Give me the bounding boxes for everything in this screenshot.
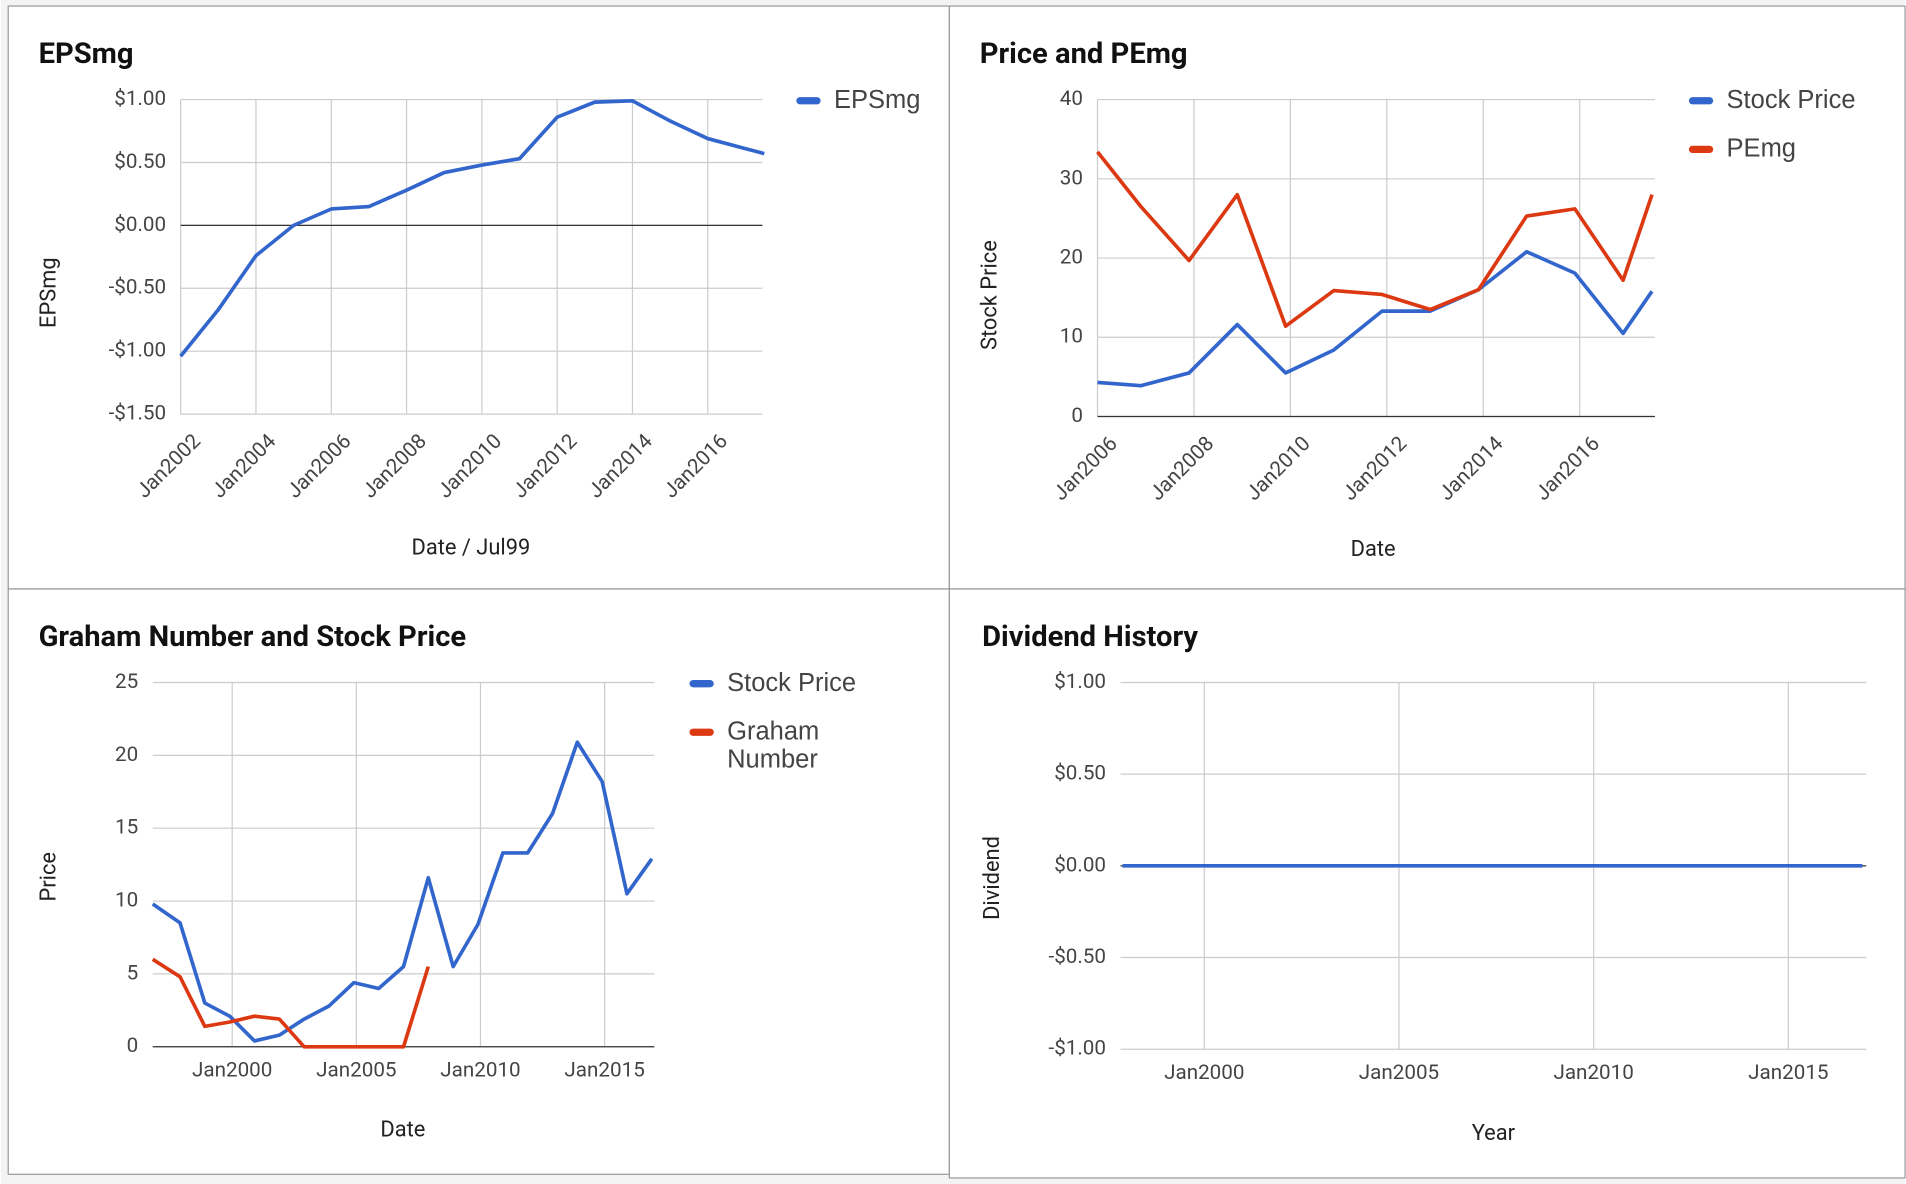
panel (948, 588, 1906, 1179)
x-tick-label: Jan2005 (316, 1059, 396, 1083)
chart-title: Price and PEmg (980, 37, 1188, 71)
legend-swatch (796, 97, 821, 105)
y-tick-label: 0 (127, 1034, 139, 1058)
y-tick-label: $1.00 (114, 87, 166, 111)
chart-title: EPSmg (39, 37, 134, 71)
y-tick-label: 10 (1060, 325, 1083, 349)
y-tick-label: $0.00 (1054, 853, 1106, 877)
y-tick-label: $0.00 (114, 213, 166, 237)
legend-swatch (1688, 145, 1714, 154)
y-tick-label: 20 (115, 743, 138, 767)
y-axis-title: EPSmg (36, 257, 61, 328)
x-tick-label: Jan2015 (564, 1059, 644, 1083)
legend-label: EPSmg (833, 86, 921, 115)
x-axis-title: Year (1472, 1121, 1516, 1146)
chart-title: Graham Number and Stock Price (39, 620, 467, 654)
panel (7, 588, 950, 1175)
panel (7, 5, 950, 590)
legend-entry: EPSmg (833, 86, 921, 115)
panel (948, 5, 1906, 590)
x-tick-label: Jan2005 (1359, 1061, 1439, 1085)
y-tick-label: -$0.50 (1048, 945, 1106, 969)
y-tick-label: 10 (115, 889, 138, 913)
x-axis-title: Date (380, 1117, 425, 1142)
x-axis-title: Date (1351, 537, 1396, 562)
y-axis-title: Price (36, 852, 61, 902)
legend-entry: PEmg (1726, 134, 1796, 163)
data-line (151, 740, 654, 1043)
x-tick-label: Jan2000 (192, 1059, 272, 1083)
x-tick-label: Jan2000 (1164, 1061, 1244, 1085)
y-tick-label: 5 (127, 961, 139, 985)
y-tick-label: $0.50 (1054, 762, 1106, 786)
y-tick-label: 25 (115, 670, 138, 694)
legend-swatch (1688, 97, 1714, 105)
y-tick-label: 20 (1060, 246, 1083, 270)
data-line (1096, 150, 1654, 328)
y-tick-label: 15 (115, 816, 138, 840)
legend-label: Graham Number (727, 717, 820, 774)
y-tick-label: 30 (1060, 166, 1083, 190)
legend-label: PEmg (1726, 134, 1796, 163)
y-tick-label: -$1.00 (1048, 1037, 1106, 1061)
legend-swatch (689, 728, 714, 736)
legend-entry: Stock Price (1726, 86, 1856, 115)
y-axis-title: Stock Price (977, 240, 1002, 350)
legend-label: Stock Price (727, 669, 857, 698)
data-line (1097, 249, 1654, 388)
y-tick-label: -$1.00 (109, 339, 167, 363)
y-tick-label: -$1.50 (109, 402, 167, 426)
y-tick-label: 40 (1060, 87, 1083, 111)
y-axis-title: Dividend (980, 836, 1005, 920)
x-tick-label: Jan2015 (1748, 1061, 1828, 1085)
x-tick-label: Jan2010 (440, 1059, 520, 1083)
legend-entry: Graham Number (727, 717, 820, 774)
y-tick-label: 0 (1071, 404, 1083, 428)
legend-label: Stock Price (1726, 86, 1856, 115)
y-tick-label: $0.50 (114, 150, 166, 174)
x-tick-label: Jan2010 (1553, 1061, 1633, 1085)
data-line (151, 957, 431, 1049)
y-tick-label: -$0.50 (109, 276, 167, 300)
x-axis-title: Date / Jul99 (412, 536, 531, 561)
y-tick-label: $1.00 (1054, 670, 1106, 694)
legend-entry: Stock Price (727, 669, 857, 698)
chart-title: Dividend History (982, 620, 1198, 654)
data-line (179, 98, 765, 358)
legend-swatch (689, 680, 714, 688)
